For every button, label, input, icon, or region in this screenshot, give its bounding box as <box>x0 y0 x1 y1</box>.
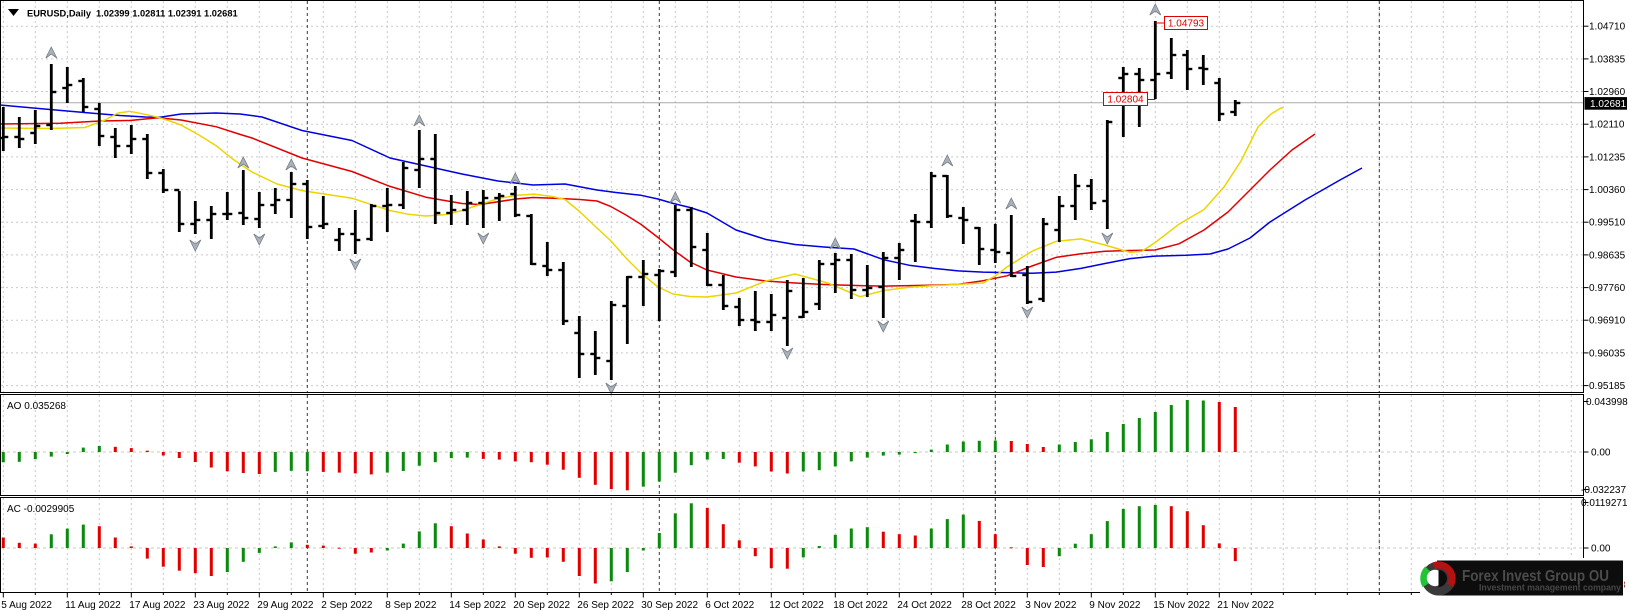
svg-text:AO 0.035268: AO 0.035268 <box>7 401 66 412</box>
svg-text:28 Oct 2022: 28 Oct 2022 <box>961 600 1016 611</box>
svg-text:AC -0.0029905: AC -0.0029905 <box>7 504 75 515</box>
svg-text:Investment management company: Investment management company <box>1479 583 1621 593</box>
svg-text:1.02399 1.02811 1.02391 1.0268: 1.02399 1.02811 1.02391 1.02681 <box>96 9 238 19</box>
svg-text:11 Aug 2022: 11 Aug 2022 <box>65 600 121 611</box>
svg-text:Forex Invest Group OU: Forex Invest Group OU <box>1462 568 1609 585</box>
svg-text:0.99510: 0.99510 <box>1589 218 1626 229</box>
svg-text:0.97760: 0.97760 <box>1589 283 1626 294</box>
svg-text:29 Aug 2022: 29 Aug 2022 <box>257 600 314 611</box>
svg-text:0.00: 0.00 <box>1591 544 1611 555</box>
svg-text:-0.032237: -0.032237 <box>1581 485 1626 496</box>
svg-text:6 Oct 2022: 6 Oct 2022 <box>705 600 754 611</box>
svg-text:23 Aug 2022: 23 Aug 2022 <box>193 600 250 611</box>
svg-text:17 Aug 2022: 17 Aug 2022 <box>129 600 186 611</box>
svg-text:0.96910: 0.96910 <box>1589 316 1626 327</box>
svg-text:0.96035: 0.96035 <box>1589 348 1626 359</box>
svg-text:0.95185: 0.95185 <box>1589 381 1626 392</box>
svg-text:0.00: 0.00 <box>1591 448 1611 459</box>
svg-text:9 Nov 2022: 9 Nov 2022 <box>1089 600 1141 611</box>
svg-text:1.02960: 1.02960 <box>1589 87 1626 98</box>
svg-text:24 Oct 2022: 24 Oct 2022 <box>897 600 952 611</box>
svg-text:1.04710: 1.04710 <box>1589 22 1626 33</box>
svg-text:1.02804: 1.02804 <box>1107 95 1144 106</box>
svg-text:0.98635: 0.98635 <box>1589 250 1626 261</box>
svg-text:21 Nov 2022: 21 Nov 2022 <box>1217 600 1274 611</box>
svg-text:EURUSD,Daily: EURUSD,Daily <box>27 9 92 19</box>
svg-text:15 Nov 2022: 15 Nov 2022 <box>1153 600 1210 611</box>
svg-text:14 Sep 2022: 14 Sep 2022 <box>449 600 506 611</box>
svg-text:30 Sep 2022: 30 Sep 2022 <box>641 600 698 611</box>
svg-text:20 Sep 2022: 20 Sep 2022 <box>513 600 570 611</box>
svg-text:2 Sep 2022: 2 Sep 2022 <box>321 600 373 611</box>
svg-text:26 Sep 2022: 26 Sep 2022 <box>577 600 634 611</box>
svg-text:0.043998: 0.043998 <box>1586 397 1628 408</box>
svg-text:12 Oct 2022: 12 Oct 2022 <box>769 600 824 611</box>
svg-text:1.02681: 1.02681 <box>1590 99 1627 110</box>
svg-text:8 Sep 2022: 8 Sep 2022 <box>385 600 437 611</box>
svg-text:1.03835: 1.03835 <box>1589 54 1626 65</box>
svg-text:0.0119271: 0.0119271 <box>1581 498 1628 509</box>
svg-text:1.01235: 1.01235 <box>1589 152 1626 163</box>
svg-text:1.02110: 1.02110 <box>1589 120 1625 131</box>
svg-text:1.00360: 1.00360 <box>1589 185 1626 196</box>
svg-text:1.04793: 1.04793 <box>1168 19 1205 30</box>
svg-text:5 Aug 2022: 5 Aug 2022 <box>1 600 52 611</box>
svg-text:3 Nov 2022: 3 Nov 2022 <box>1025 600 1077 611</box>
svg-text:18 Oct 2022: 18 Oct 2022 <box>833 600 888 611</box>
